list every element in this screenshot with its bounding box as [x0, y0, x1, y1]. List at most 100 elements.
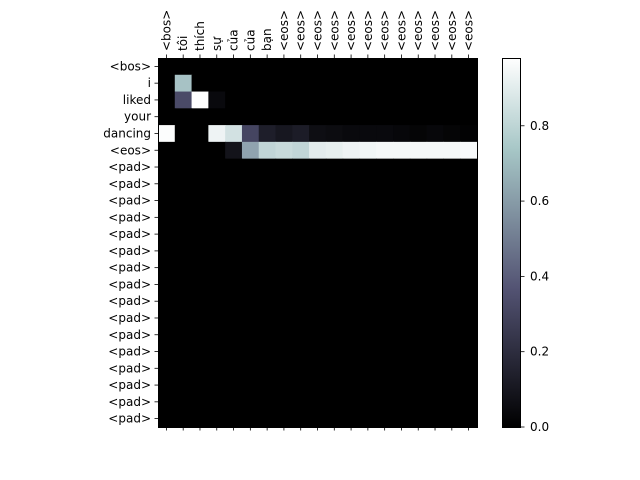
heatmap-cell-r19-c3 [208, 376, 226, 395]
heatmap-cell-r18-c8 [292, 359, 310, 378]
heatmap-cell-r3-c14 [393, 108, 411, 126]
heatmap-cell-r9-c1 [174, 208, 193, 227]
heatmap-cell-r3-c18 [460, 108, 478, 126]
x-tick-label-15: <eos> [411, 10, 425, 51]
heatmap-cell-r7-c8 [292, 175, 310, 193]
heatmap-cell-r10-c11 [342, 225, 361, 244]
heatmap-cell-r10-c12 [359, 225, 377, 244]
heatmap-cell-r18-c18 [460, 359, 478, 378]
heatmap-cell-r18-c7 [275, 359, 293, 378]
heatmap-cell-r15-c2 [191, 309, 209, 327]
heatmap-cell-r6-c18 [460, 158, 478, 177]
heatmap-cell-r15-c10 [325, 309, 344, 327]
heatmap-cell-r5-c4 [225, 141, 243, 160]
heatmap-cell-r15-c5 [241, 309, 260, 327]
heatmap-cell-r5-c18 [460, 141, 478, 160]
heatmap-cell-r20-c3 [208, 393, 226, 411]
x-tick-label-3: sự [210, 36, 224, 51]
heatmap-cell-r10-c15 [409, 225, 428, 244]
heatmap-cell-r1-c6 [258, 74, 277, 93]
heatmap-cell-r20-c1 [174, 393, 193, 411]
heatmap-cell-r3-c15 [409, 108, 428, 126]
heatmap-cell-r20-c11 [342, 393, 361, 411]
x-tick-label-16: <eos> [428, 10, 442, 51]
heatmap-cell-r3-c7 [275, 108, 293, 126]
heatmap-cell-r0-c4 [225, 58, 243, 76]
x-tick-label-13: <eos> [378, 10, 392, 51]
heatmap-cell-r8-c3 [208, 192, 226, 210]
heatmap-cell-r2-c9 [309, 91, 327, 109]
heatmap-cell-r17-c15 [409, 343, 428, 361]
heatmap-cell-r18-c5 [241, 359, 260, 378]
heatmap-cell-r19-c13 [376, 376, 394, 395]
heatmap-cell-r0-c5 [241, 58, 260, 76]
heatmap-cell-r8-c1 [174, 192, 193, 210]
y-tick-label-6: <pad> [108, 160, 151, 174]
y-tick-label-1: i [148, 76, 151, 90]
heatmap-cell-r4-c15 [409, 125, 428, 143]
heatmap-cell-r14-c2 [191, 292, 209, 311]
heatmap-cell-r11-c11 [342, 242, 361, 260]
heatmap-cell-r9-c7 [275, 208, 293, 227]
heatmap-cell-r3-c9 [309, 108, 327, 126]
heatmap-cell-r19-c17 [443, 376, 461, 395]
x-tick-label-18: <eos> [462, 10, 476, 51]
heatmap-cell-r6-c14 [393, 158, 411, 177]
heatmap-cell-r1-c3 [208, 74, 226, 93]
heatmap-cell-r1-c16 [426, 74, 445, 93]
heatmap-cell-r18-c13 [376, 359, 394, 378]
heatmap-cell-r16-c6 [258, 326, 277, 344]
heatmap-cell-r12-c9 [309, 259, 327, 277]
heatmap-cell-r6-c9 [309, 158, 327, 177]
heatmap-cell-r9-c2 [191, 208, 209, 227]
heatmap-cell-r9-c4 [225, 208, 243, 227]
heatmap-cell-r10-c17 [443, 225, 461, 244]
colorbar-tick-label-2: 0.4 [530, 269, 549, 283]
heatmap-cell-r13-c16 [426, 276, 445, 294]
heatmap-cell-r9-c15 [409, 208, 428, 227]
heatmap-cell-r3-c16 [426, 108, 445, 126]
heatmap-cell-r1-c12 [359, 74, 377, 93]
heatmap-cell-r4-c12 [359, 125, 377, 143]
heatmap-cell-r8-c16 [426, 192, 445, 210]
heatmap-cell-r12-c6 [258, 259, 277, 277]
heatmap-cell-r18-c2 [191, 359, 209, 378]
heatmap-cell-r19-c14 [393, 376, 411, 395]
heatmap-cell-r13-c3 [208, 276, 226, 294]
heatmap-cell-r15-c0 [158, 309, 176, 327]
heatmap-cell-r15-c6 [258, 309, 277, 327]
heatmap-cell-r7-c18 [460, 175, 478, 193]
heatmap-cell-r13-c15 [409, 276, 428, 294]
heatmap-cell-r0-c13 [376, 58, 394, 76]
colorbar-ticks: 0.0 0.2 0.4 0.6 0.8 [521, 119, 549, 434]
heatmap-cell-r13-c10 [325, 276, 344, 294]
heatmap-cell-r12-c12 [359, 259, 377, 277]
heatmap-cell-r8-c6 [258, 192, 277, 210]
heatmap-cell-r18-c0 [158, 359, 176, 378]
heatmap-cell-r7-c15 [409, 175, 428, 193]
heatmap-cell-r1-c17 [443, 74, 461, 93]
heatmap-cell-r21-c14 [393, 410, 411, 428]
heatmap-cell-r9-c14 [393, 208, 411, 227]
heatmap-cell-r18-c12 [359, 359, 377, 378]
heatmap-cell-r2-c17 [443, 91, 461, 109]
heatmap-cell-r16-c0 [158, 326, 176, 344]
heatmap-cell-r21-c13 [376, 410, 394, 428]
heatmap-cell-r17-c6 [258, 343, 277, 361]
heatmap-cell-r6-c7 [275, 158, 293, 177]
heatmap-cell-r19-c11 [342, 376, 361, 395]
heatmap-cell-r10-c9 [309, 225, 327, 244]
heatmap-cell-r18-c1 [174, 359, 193, 378]
heatmap-cell-r9-c11 [342, 208, 361, 227]
y-tick-label-11: <pad> [108, 244, 151, 258]
heatmap-cell-r15-c18 [460, 309, 478, 327]
heatmap-cell-r20-c4 [225, 393, 243, 411]
heatmap-cell-r13-c14 [393, 276, 411, 294]
heatmap-cell-r8-c11 [342, 192, 361, 210]
heatmap-cell-r19-c5 [241, 376, 260, 395]
heatmap-cell-r5-c5 [241, 141, 260, 160]
heatmap-cell-r13-c2 [191, 276, 209, 294]
heatmap-cell-r17-c9 [309, 343, 327, 361]
heatmap-cell-r6-c4 [225, 158, 243, 177]
heatmap-cell-r6-c11 [342, 158, 361, 177]
